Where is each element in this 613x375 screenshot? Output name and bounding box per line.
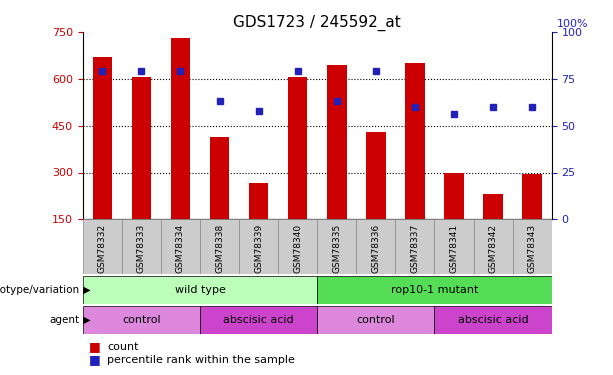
Text: GSM78340: GSM78340 (293, 224, 302, 273)
Bar (239, 219, 278, 274)
Bar (327, 64, 346, 219)
Bar (395, 219, 435, 274)
Text: GSM78342: GSM78342 (489, 224, 498, 273)
Text: rop10-1 mutant: rop10-1 mutant (390, 285, 478, 295)
Text: count: count (107, 342, 139, 352)
Bar (512, 219, 552, 274)
Text: agent: agent (50, 315, 80, 325)
Text: ■: ■ (89, 340, 101, 353)
Bar (405, 63, 425, 219)
Text: GSM78341: GSM78341 (449, 224, 459, 273)
Bar (435, 306, 552, 334)
Bar (93, 57, 112, 219)
Text: ▶: ▶ (80, 315, 90, 325)
Bar (288, 77, 308, 219)
Text: GSM78339: GSM78339 (254, 224, 263, 273)
Text: wild type: wild type (175, 285, 226, 295)
Text: control: control (122, 315, 161, 325)
Bar (444, 172, 464, 219)
Bar (200, 219, 239, 274)
Text: GSM78343: GSM78343 (528, 224, 536, 273)
Bar (161, 219, 200, 274)
Text: 100%: 100% (557, 19, 589, 29)
Bar (83, 306, 200, 334)
Text: ▶: ▶ (80, 285, 90, 295)
Bar (366, 132, 386, 219)
Bar (132, 77, 151, 219)
Bar (83, 219, 122, 274)
Bar (249, 183, 268, 219)
Text: control: control (357, 315, 395, 325)
Bar (522, 174, 542, 219)
Bar (122, 219, 161, 274)
Bar (318, 219, 356, 274)
Text: percentile rank within the sample: percentile rank within the sample (107, 355, 295, 365)
Text: abscisic acid: abscisic acid (458, 315, 528, 325)
Text: abscisic acid: abscisic acid (223, 315, 294, 325)
Text: GSM78336: GSM78336 (371, 224, 380, 273)
Bar (318, 306, 435, 334)
Bar (210, 136, 229, 219)
Text: GSM78337: GSM78337 (411, 224, 419, 273)
Bar (170, 38, 190, 219)
Text: GSM78338: GSM78338 (215, 224, 224, 273)
Text: genotype/variation: genotype/variation (0, 285, 80, 295)
Text: GSM78334: GSM78334 (176, 224, 185, 273)
Bar (278, 219, 318, 274)
Text: GSM78333: GSM78333 (137, 224, 146, 273)
Bar (200, 306, 318, 334)
Text: GSM78332: GSM78332 (98, 224, 107, 273)
Title: GDS1723 / 245592_at: GDS1723 / 245592_at (234, 14, 401, 30)
Bar (435, 219, 474, 274)
Bar (483, 194, 503, 219)
Bar (474, 219, 512, 274)
Bar (356, 219, 395, 274)
Text: ■: ■ (89, 354, 101, 366)
Text: GSM78335: GSM78335 (332, 224, 341, 273)
Bar (318, 276, 552, 304)
Bar (83, 276, 318, 304)
